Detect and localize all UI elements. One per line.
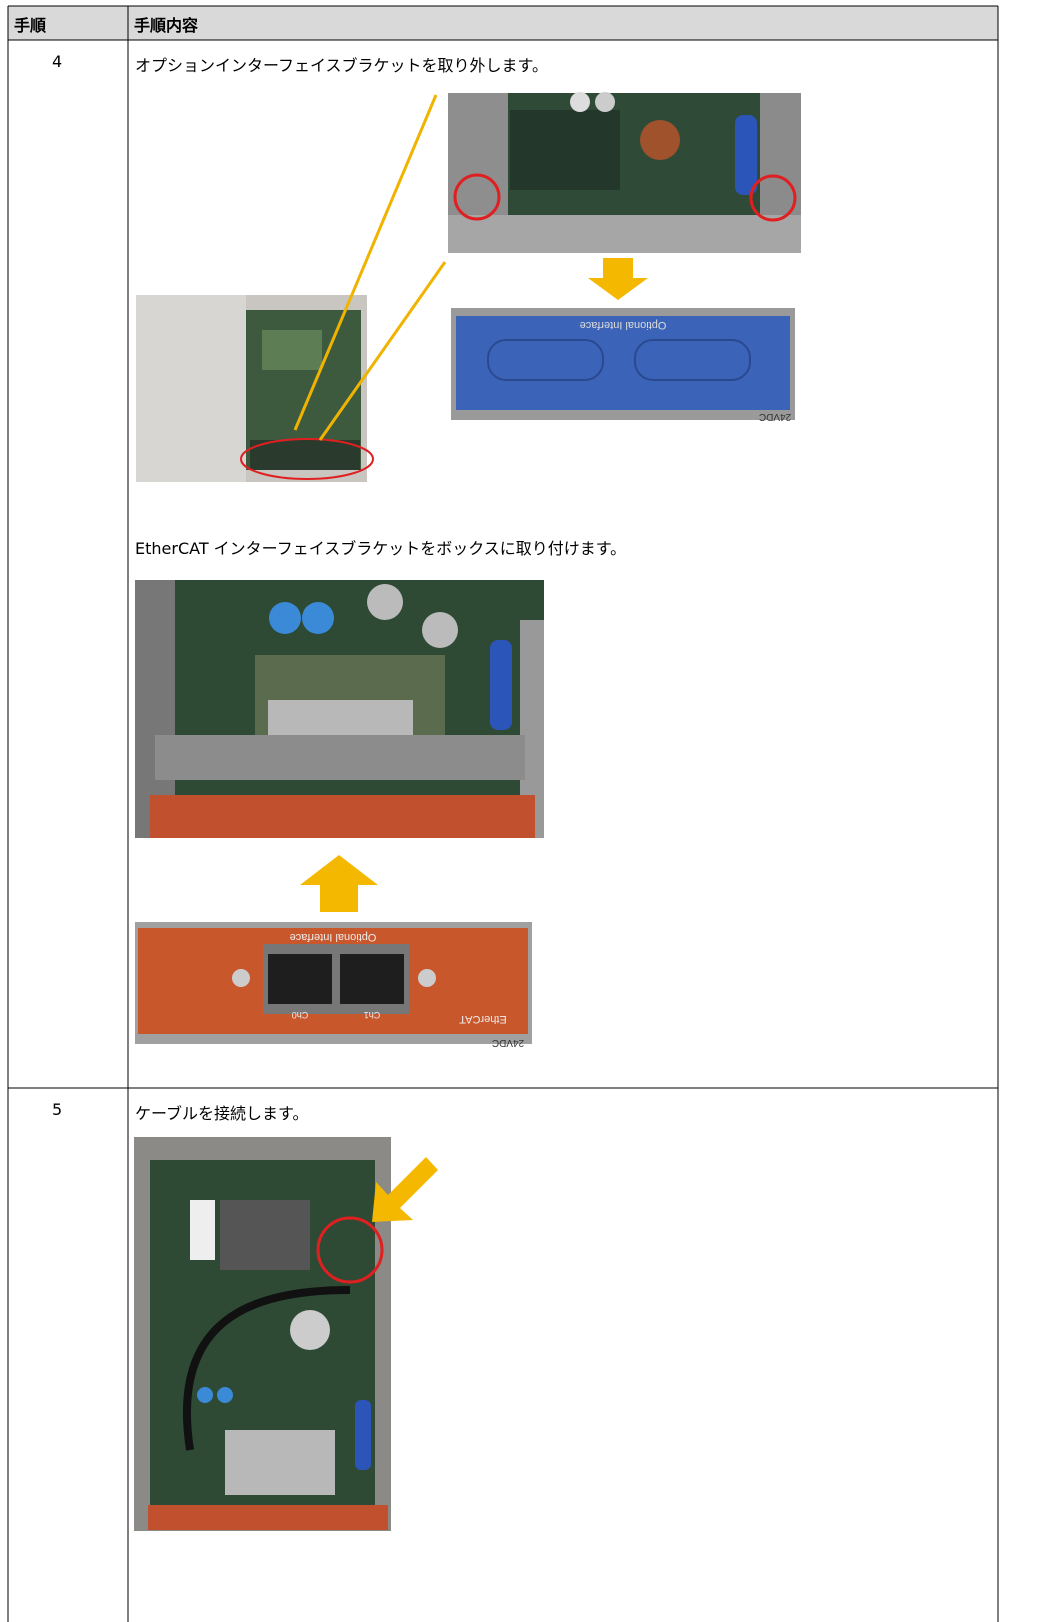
photo-text: Optional Interface — [580, 319, 667, 331]
photo-installed — [135, 580, 544, 838]
photo-text: Ch0 — [292, 1010, 309, 1020]
arrow-down — [588, 258, 648, 300]
step-text: EtherCAT インターフェイスブラケットをボックスに取り付けます。 — [135, 539, 627, 558]
photo-board — [448, 92, 801, 253]
step-number: 5 — [52, 1100, 63, 1119]
header-cell: 手順 — [14, 16, 47, 35]
pointer-line — [293, 94, 438, 431]
header-bg — [8, 6, 998, 40]
step-text: オプションインターフェイスブラケットを取り外します。 — [135, 56, 548, 75]
header-cell: 手順内容 — [134, 16, 199, 35]
photo-orange-plate: Optional Interface Ch0 Ch1 EtherCAT 24VD… — [135, 922, 532, 1048]
table-grid — [7, 5, 999, 1622]
photo-box — [136, 295, 374, 482]
photo-blue-plate: Optional Interface 24VDC — [451, 308, 795, 422]
photo-cable — [134, 1137, 391, 1531]
pointer-line — [318, 261, 447, 441]
photo-text: EtherCAT — [459, 1013, 507, 1025]
step-number: 4 — [52, 52, 63, 71]
arrow-up — [300, 855, 378, 912]
photo-text: 24VDC — [759, 411, 791, 422]
step-text: ケーブルを接続します。 — [135, 1104, 309, 1123]
photo-text: Optional Interface — [290, 931, 377, 943]
arrow-diagonal — [372, 1157, 438, 1222]
photo-text: 24VDC — [492, 1037, 524, 1048]
photo-text: Ch1 — [364, 1010, 381, 1020]
